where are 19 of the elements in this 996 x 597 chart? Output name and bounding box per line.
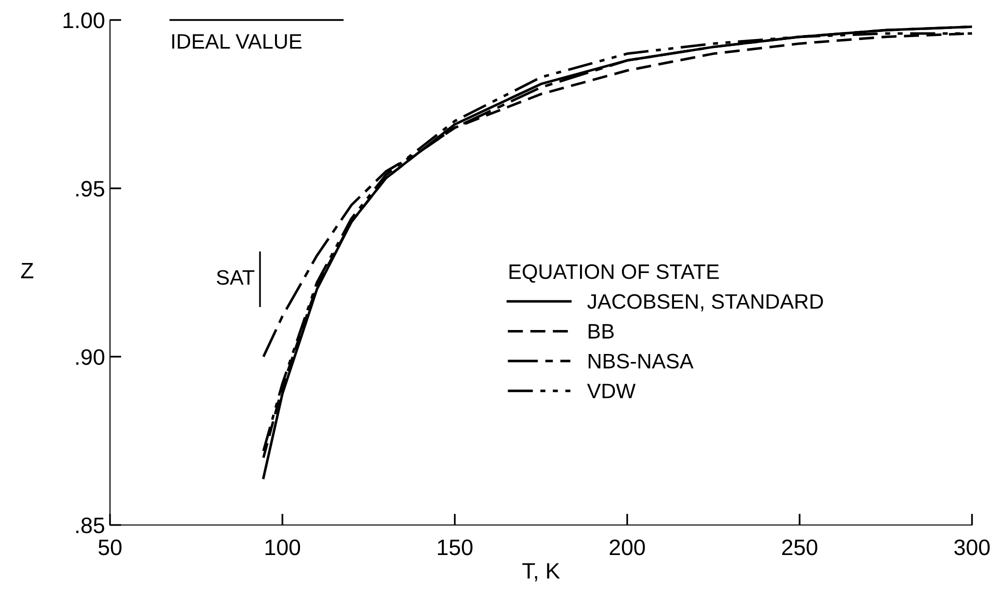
x-tick-label: 50 [98, 539, 122, 556]
legend-title: EQUATION OF STATE [510, 264, 719, 283]
y-tick-label: .85 [76, 518, 104, 534]
legend-label: VDW [587, 384, 636, 398]
x-tick-label: 250 [782, 539, 818, 556]
ref-line-label: SAT [216, 270, 254, 285]
y-tick-label: .90 [76, 349, 104, 365]
legend-label: JACOBSEN, STANDARD [587, 294, 823, 312]
x-axis-title: T, K [522, 563, 560, 582]
x-tick-label: 100 [266, 539, 300, 556]
x-tick-label: 150 [438, 539, 472, 556]
legend-label: NBS-NASA [588, 354, 694, 369]
x-tick-label: 200 [610, 539, 645, 556]
y-tick-label: 1.00 [64, 12, 104, 28]
ref-line-label: IDEAL VALUE [172, 34, 302, 49]
y-axis-title: Z [21, 262, 34, 278]
x-tick-label: 300 [954, 539, 990, 556]
legend-label: BB [588, 324, 614, 338]
y-tick-label: .95 [76, 180, 104, 197]
